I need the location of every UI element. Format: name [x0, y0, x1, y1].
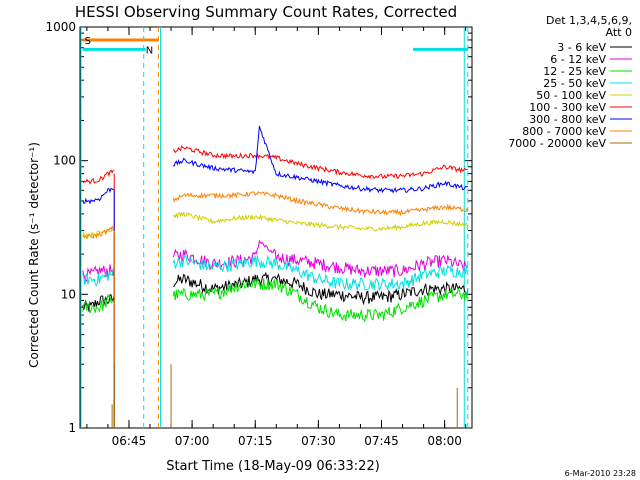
y-tick-label: 1000 — [45, 20, 76, 34]
series-line — [172, 125, 468, 194]
x-tick-label: 08:00 — [427, 434, 462, 448]
footer-date: 6-Mar-2010 23:28 — [565, 469, 636, 478]
legend-header-line-1: Det 1,3,4,5,6,9, — [546, 14, 632, 27]
legend-label: 300 - 800 keV — [529, 113, 606, 126]
series-line — [172, 254, 469, 291]
flag-label: N — [146, 45, 153, 56]
x-tick-label: 07:00 — [175, 434, 210, 448]
chart-title: HESSI Observing Summary Count Rates, Cor… — [75, 3, 457, 21]
y-axis-label: Corrected Count Rate (s⁻¹ detector⁻¹) — [27, 142, 41, 368]
series-line — [172, 145, 468, 180]
legend-label: 7000 - 20000 keV — [508, 137, 606, 150]
legend-label: 25 - 50 keV — [543, 77, 606, 90]
legend-label: 100 - 300 keV — [529, 101, 606, 114]
series-line — [82, 169, 115, 185]
y-tick-label: 10 — [61, 287, 76, 301]
series-line — [172, 277, 469, 323]
series-line — [172, 190, 469, 217]
x-tick-label: 07:30 — [301, 434, 336, 448]
legend-label: 800 - 7000 keV — [522, 125, 606, 138]
y-tick-label: 100 — [53, 154, 76, 168]
legend-label: 3 - 6 keV — [557, 41, 606, 54]
x-tick-label: 06:45 — [112, 434, 147, 448]
legend-header-line-2: Att 0 — [606, 26, 632, 39]
flag-label: S — [85, 36, 91, 47]
x-tick-label: 07:45 — [364, 434, 399, 448]
legend-label: 12 - 25 keV — [543, 65, 606, 78]
series-line — [82, 268, 115, 287]
series-line — [82, 293, 115, 314]
legend-label: 6 - 12 keV — [550, 53, 606, 66]
series-line — [82, 187, 115, 205]
series-line — [173, 271, 469, 306]
series-line — [82, 225, 115, 240]
legend-label: 50 - 100 keV — [536, 89, 606, 102]
x-axis-label: Start Time (18-May-09 06:33:22) — [166, 459, 380, 474]
x-tick-label: 07:15 — [238, 434, 273, 448]
series-line — [172, 239, 468, 278]
y-tick-label: 1 — [68, 421, 76, 435]
plot-frame — [79, 26, 473, 429]
series-line — [172, 211, 469, 232]
